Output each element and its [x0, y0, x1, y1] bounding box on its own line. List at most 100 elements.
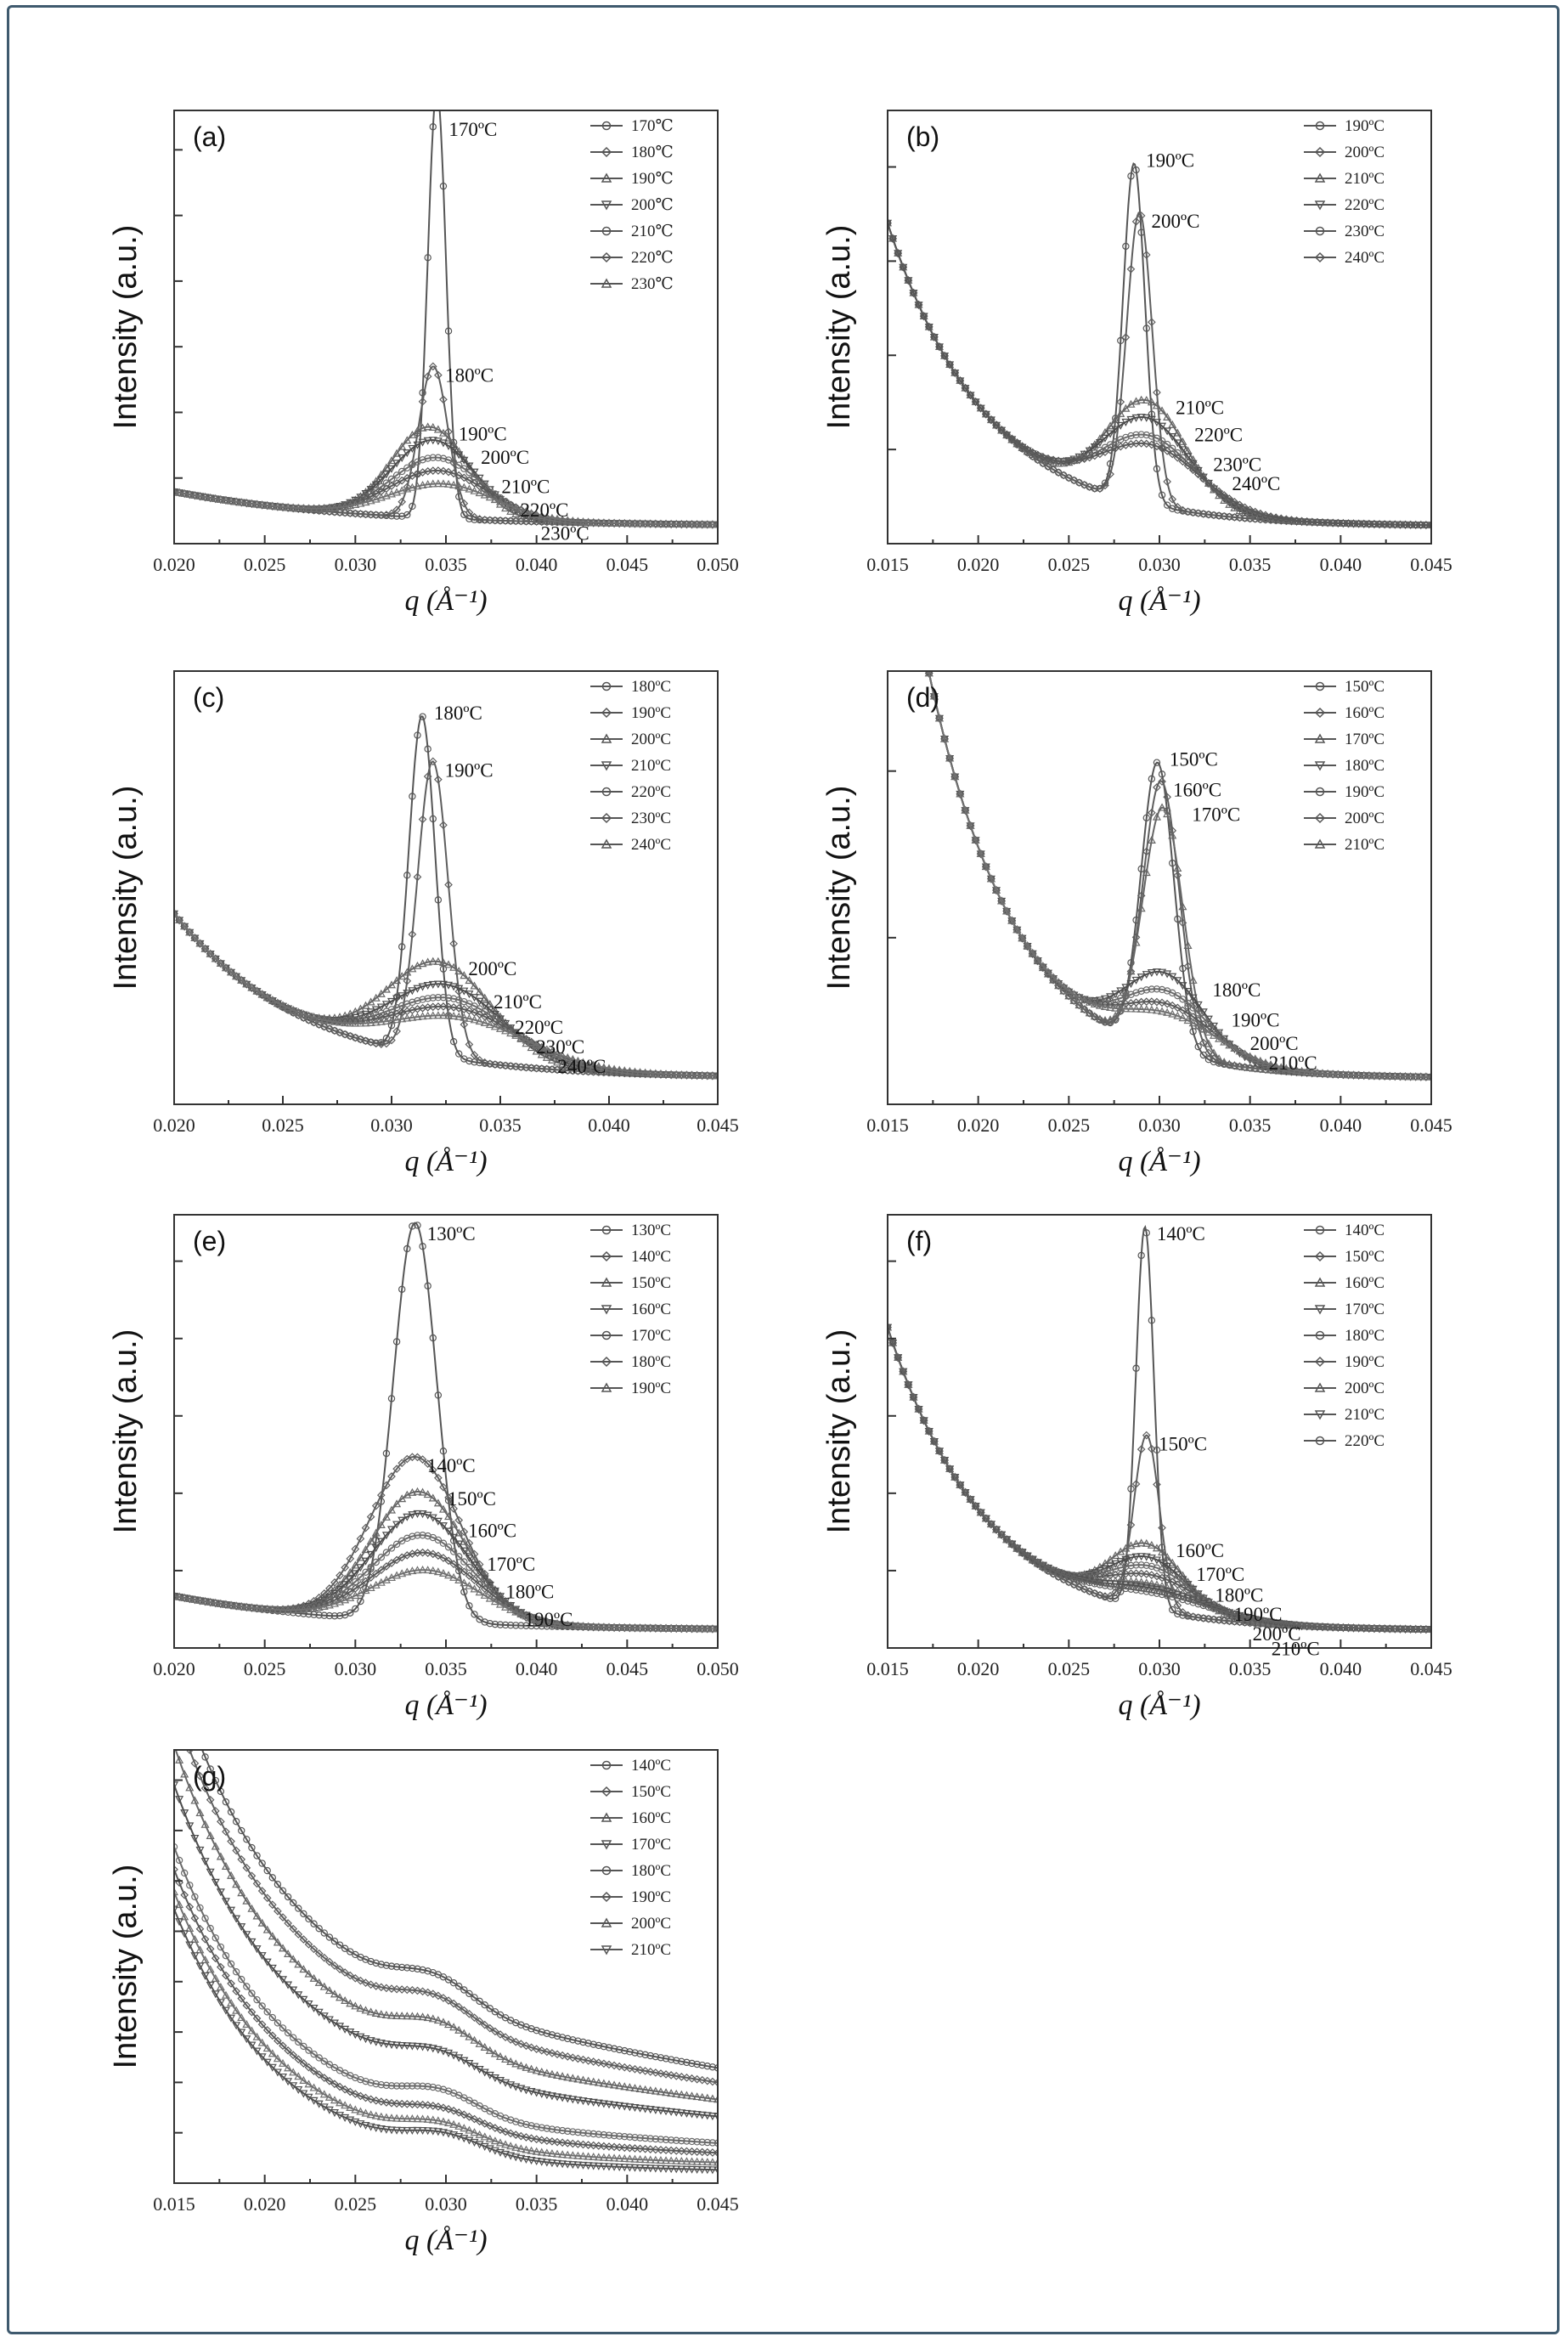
- legend-marker: [1315, 787, 1325, 797]
- legend-marker: [601, 812, 612, 824]
- data-point: [1018, 933, 1027, 941]
- data-point: [1359, 1070, 1368, 1079]
- data-point: [185, 928, 195, 936]
- data-point: [1106, 1555, 1115, 1563]
- data-point: [454, 1575, 464, 1583]
- data-point: [594, 518, 603, 528]
- data-point: [252, 1604, 262, 1612]
- data-point: [1236, 1611, 1244, 1620]
- data-point: [409, 1532, 416, 1540]
- data-point: [274, 1881, 282, 1888]
- data-point: [568, 516, 578, 525]
- data-point: [1163, 427, 1172, 436]
- data-point: [200, 944, 210, 952]
- data-point: [527, 514, 536, 522]
- data-point: [506, 500, 516, 510]
- data-point: [454, 1004, 464, 1013]
- data-point: [1142, 971, 1151, 979]
- data-point: [1100, 434, 1110, 443]
- data-point: [232, 971, 241, 979]
- data-point: [449, 1003, 458, 1012]
- data-point: [1349, 519, 1358, 528]
- data-point: [195, 1595, 205, 1605]
- data-point: [1199, 1038, 1208, 1047]
- data-point: [1317, 1069, 1328, 1077]
- data-point: [1049, 458, 1058, 466]
- data-point: [1396, 520, 1405, 529]
- data-point: [702, 1071, 712, 1081]
- data-point: [522, 1611, 531, 1620]
- data-point: [1002, 906, 1012, 915]
- data-point: [1142, 439, 1151, 449]
- data-point: [1355, 1624, 1362, 1632]
- legend-marker: [601, 1330, 612, 1340]
- data-point: [1339, 519, 1348, 528]
- data-point: [1354, 519, 1363, 528]
- data-point: [496, 1020, 505, 1029]
- data-point: [1168, 831, 1177, 839]
- data-point: [1220, 1607, 1228, 1616]
- legend-entry: 180ºC: [631, 678, 671, 696]
- data-point: [894, 1353, 902, 1362]
- peak-annotation: 200ºC: [1253, 1623, 1301, 1645]
- data-point: [387, 1395, 396, 1402]
- data-point: [1204, 510, 1213, 519]
- data-point: [1085, 447, 1094, 455]
- data-point: [1184, 1597, 1192, 1605]
- data-point: [1225, 512, 1234, 522]
- data-point: [429, 123, 437, 131]
- data-point: [1417, 1625, 1425, 1634]
- data-point: [1158, 1007, 1167, 1015]
- data-point: [1307, 1068, 1317, 1076]
- peak-annotation: 150ºC: [448, 1488, 496, 1510]
- data-point: [439, 466, 448, 476]
- data-point: [1126, 1554, 1136, 1562]
- legend-entry: 240ºC: [631, 836, 671, 854]
- data-point: [381, 985, 391, 993]
- data-point: [279, 503, 287, 511]
- data-point: [914, 301, 923, 309]
- peak-annotation: 210ºC: [501, 477, 550, 498]
- data-point: [227, 1808, 235, 1816]
- data-point: [424, 745, 431, 753]
- data-point: [439, 1002, 448, 1011]
- data-point: [1173, 439, 1182, 448]
- data-point: [1194, 1009, 1202, 1017]
- data-point: [174, 1591, 178, 1600]
- data-point: [419, 389, 426, 397]
- data-point: [460, 1005, 469, 1014]
- chart-svg: 0.015 0.020 0.025 0.030 0.035 0.040 0.045Inten…: [821, 1214, 1452, 1721]
- data-point: [1406, 1072, 1415, 1081]
- data-point: [1163, 447, 1171, 455]
- data-point: [600, 1622, 608, 1632]
- data-point: [449, 995, 458, 1002]
- data-point: [929, 691, 939, 700]
- chart-panel-d: 0.015 0.020 0.025 0.030 0.035 0.040 0.045 Inten…: [807, 654, 1554, 1249]
- data-point: [615, 1622, 624, 1631]
- data-point: [1174, 915, 1182, 923]
- data-point: [398, 943, 406, 951]
- data-point: [475, 987, 484, 996]
- data-point: [1054, 978, 1063, 986]
- data-point: [408, 1453, 417, 1462]
- data-point: [1178, 446, 1187, 454]
- data-point: [1153, 465, 1161, 473]
- data-point: [511, 516, 521, 526]
- data-point: [247, 499, 257, 507]
- data-point: [1173, 871, 1182, 880]
- data-point: [511, 503, 521, 511]
- data-point: [346, 1031, 355, 1041]
- data-point: [444, 1011, 454, 1019]
- data-point: [1111, 996, 1120, 1004]
- data-point: [248, 1843, 256, 1852]
- data-point: [480, 1002, 489, 1010]
- legend-marker: [1314, 251, 1326, 263]
- data-point: [491, 1017, 499, 1026]
- data-point: [351, 499, 360, 509]
- data-point: [1183, 453, 1193, 461]
- data-point: [1158, 1523, 1166, 1532]
- data-point: [409, 502, 416, 511]
- data-point: [1173, 1011, 1182, 1019]
- data-point: [366, 1038, 375, 1047]
- data-point: [460, 1588, 468, 1596]
